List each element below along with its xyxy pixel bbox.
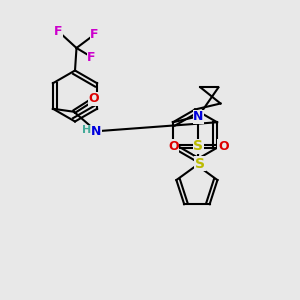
Text: O: O [218,140,229,153]
Text: F: F [54,25,63,38]
Text: F: F [90,28,99,41]
Text: S: S [195,157,205,171]
Text: H: H [82,125,92,135]
Text: O: O [89,92,99,105]
Text: N: N [193,110,204,123]
Text: O: O [168,140,179,153]
Text: S: S [194,139,203,153]
Text: F: F [87,50,96,64]
Text: N: N [91,125,102,138]
